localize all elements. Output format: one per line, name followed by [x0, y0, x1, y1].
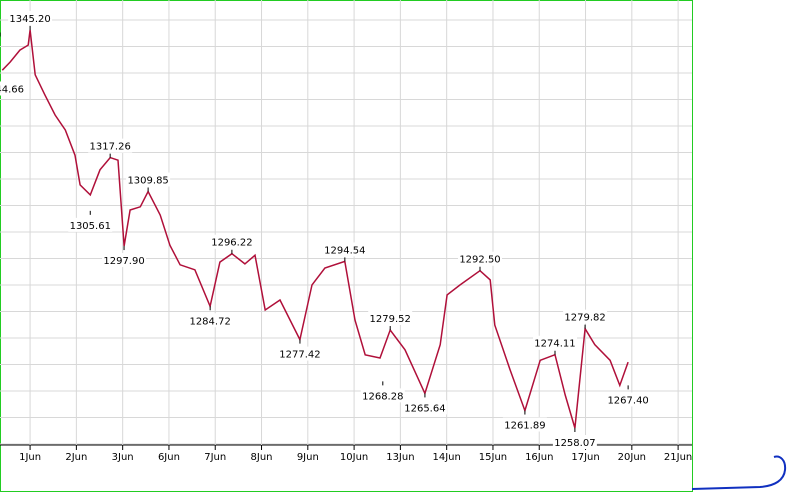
x-tick-label: 2Jun: [65, 452, 87, 463]
annotation-box: [606, 392, 651, 407]
annotation-label: 1277.42: [279, 350, 320, 361]
price-line: [1, 29, 629, 429]
x-tick-label: 20Jun: [618, 452, 646, 463]
annotation-label: 1274.11: [534, 339, 575, 350]
x-tick-label: 16Jun: [525, 452, 553, 463]
annotation-box: [126, 172, 171, 187]
x-tick-label: 6Jun: [158, 452, 180, 463]
x-tick-label: 10Jun: [340, 452, 368, 463]
annotation-label: 1265.64: [404, 403, 445, 414]
annotation-box: [322, 242, 367, 257]
x-tick-label: 8Jun: [251, 452, 273, 463]
x-tick-label: 17Jun: [571, 452, 599, 463]
annotation-box: [8, 11, 53, 26]
annotation-label: 1284.72: [189, 316, 230, 327]
annotation-label: 1305.61: [70, 221, 111, 232]
x-tick-label: 21Jun: [664, 452, 692, 463]
annotation-box: [563, 309, 608, 324]
annotation-label: 1267.40: [607, 395, 648, 406]
annotation-label: 1296.22: [211, 238, 252, 249]
annotation-label: 1344.66: [0, 84, 24, 95]
decoration-curve: [691, 455, 787, 490]
annotation-label: 1309.85: [127, 175, 168, 186]
annotation-label: 1261.89: [504, 421, 545, 432]
x-tick-label: 13Jun: [386, 452, 414, 463]
annotation-label: 1292.50: [459, 255, 500, 266]
annotation-box: [532, 335, 577, 350]
annotation-label: 1294.54: [324, 245, 365, 256]
annotation-label: 1297.90: [103, 256, 144, 267]
annotation-box: [368, 311, 413, 326]
annotation-box: [277, 346, 322, 361]
annotation-box: [552, 435, 597, 450]
annotation-box: [502, 417, 547, 432]
annotation-box: [458, 251, 503, 266]
annotation-label: 1279.82: [564, 313, 605, 324]
x-tick-label: 15Jun: [479, 452, 507, 463]
annotation-box: [68, 217, 113, 232]
x-tick-label: 1Jun: [19, 452, 41, 463]
annotation-label: 1258.07: [554, 438, 595, 449]
annotation-box: [209, 234, 254, 249]
x-tick-label: 7Jun: [204, 452, 226, 463]
x-tick-label: 3Jun: [112, 452, 134, 463]
annotation-box: [402, 400, 447, 415]
x-tick-label: 14Jun: [432, 452, 460, 463]
annotation-box: [360, 388, 405, 403]
annotation-label: 1345.20: [9, 14, 50, 25]
annotation-box: [88, 138, 133, 153]
annotation-label: 1317.26: [89, 142, 130, 153]
annotation-box: [102, 253, 147, 268]
annotation-box: [188, 313, 233, 328]
annotation-box: [0, 81, 24, 96]
annotation-label: 1268.28: [362, 391, 403, 402]
x-tick-label: 9Jun: [297, 452, 319, 463]
annotation-label: 1279.52: [370, 314, 411, 325]
